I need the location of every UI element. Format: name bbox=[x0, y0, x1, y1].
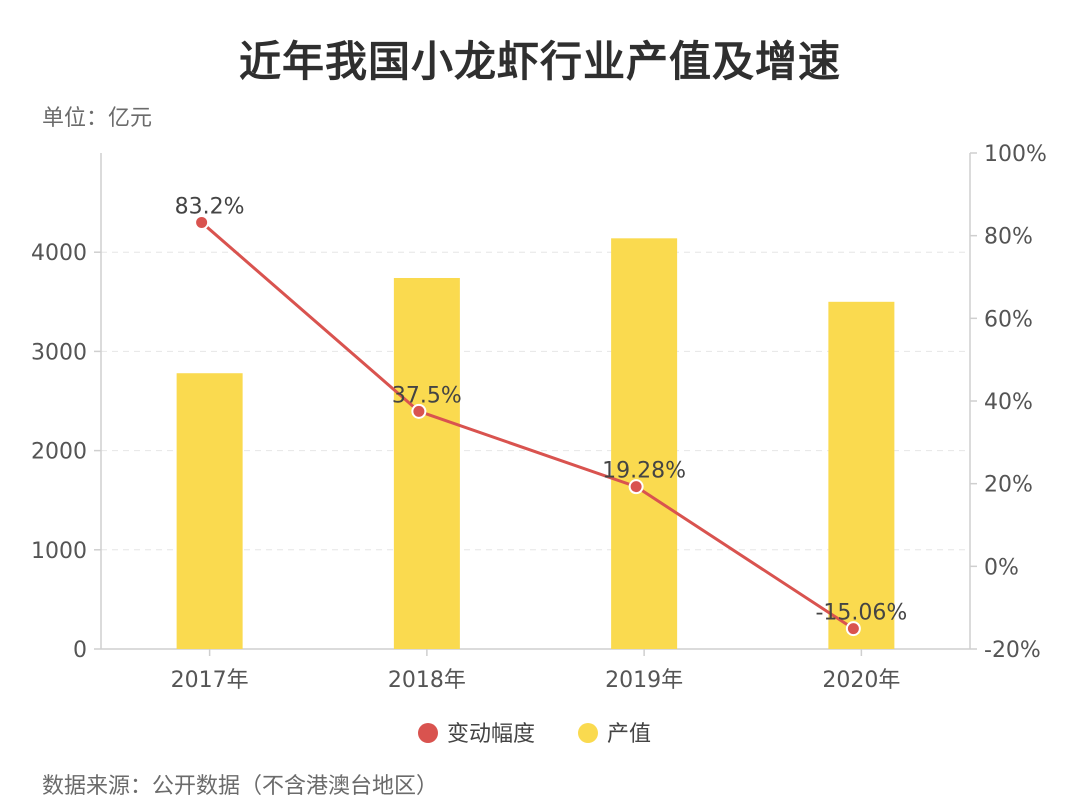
legend-marker bbox=[418, 723, 438, 743]
right-axis-tick-label: 80% bbox=[984, 225, 1033, 250]
bar bbox=[176, 373, 243, 649]
chart-title: 近年我国小龙虾行业产值及增速 bbox=[238, 37, 841, 86]
left-axis-tick-label: 1000 bbox=[31, 539, 87, 564]
right-axis-tick-label: 100% bbox=[984, 142, 1047, 167]
left-axis-tick-label: 0 bbox=[73, 638, 87, 663]
x-axis-tick-label: 2019年 bbox=[605, 668, 683, 693]
data-label: -15.06% bbox=[815, 601, 907, 626]
x-axis-tick-label: 2020年 bbox=[822, 668, 900, 693]
legend-label: 产值 bbox=[607, 722, 651, 747]
line-point bbox=[845, 621, 861, 637]
series-line bbox=[200, 221, 855, 630]
right-axis-tick-label: 0% bbox=[984, 555, 1019, 580]
data-label: 37.5% bbox=[392, 383, 462, 408]
line-point bbox=[411, 403, 427, 419]
data-label: 83.2% bbox=[175, 194, 245, 219]
data-label: 19.28% bbox=[602, 459, 686, 484]
bar bbox=[611, 238, 678, 649]
x-axis-tick-label: 2017年 bbox=[171, 668, 249, 693]
bar bbox=[828, 301, 895, 649]
right-axis-tick-label: 60% bbox=[984, 307, 1033, 332]
right-axis-tick-label: 20% bbox=[984, 473, 1033, 498]
bar bbox=[393, 277, 460, 649]
left-axis-tick-label: 4000 bbox=[31, 241, 87, 266]
x-axis-tick-label: 2018年 bbox=[388, 668, 466, 693]
right-axis-tick-label: -20% bbox=[984, 638, 1041, 663]
line-point bbox=[628, 479, 644, 495]
legend-label: 变动幅度 bbox=[447, 722, 535, 747]
source-label: 数据来源：公开数据（不含港澳台地区） bbox=[42, 774, 439, 799]
left-axis-tick-label: 2000 bbox=[31, 440, 87, 465]
unit-label: 单位：亿元 bbox=[42, 106, 153, 131]
right-axis-tick-label: 40% bbox=[984, 390, 1033, 415]
left-axis-tick-label: 3000 bbox=[31, 340, 87, 365]
line-point bbox=[194, 214, 210, 230]
legend-marker bbox=[578, 723, 598, 743]
